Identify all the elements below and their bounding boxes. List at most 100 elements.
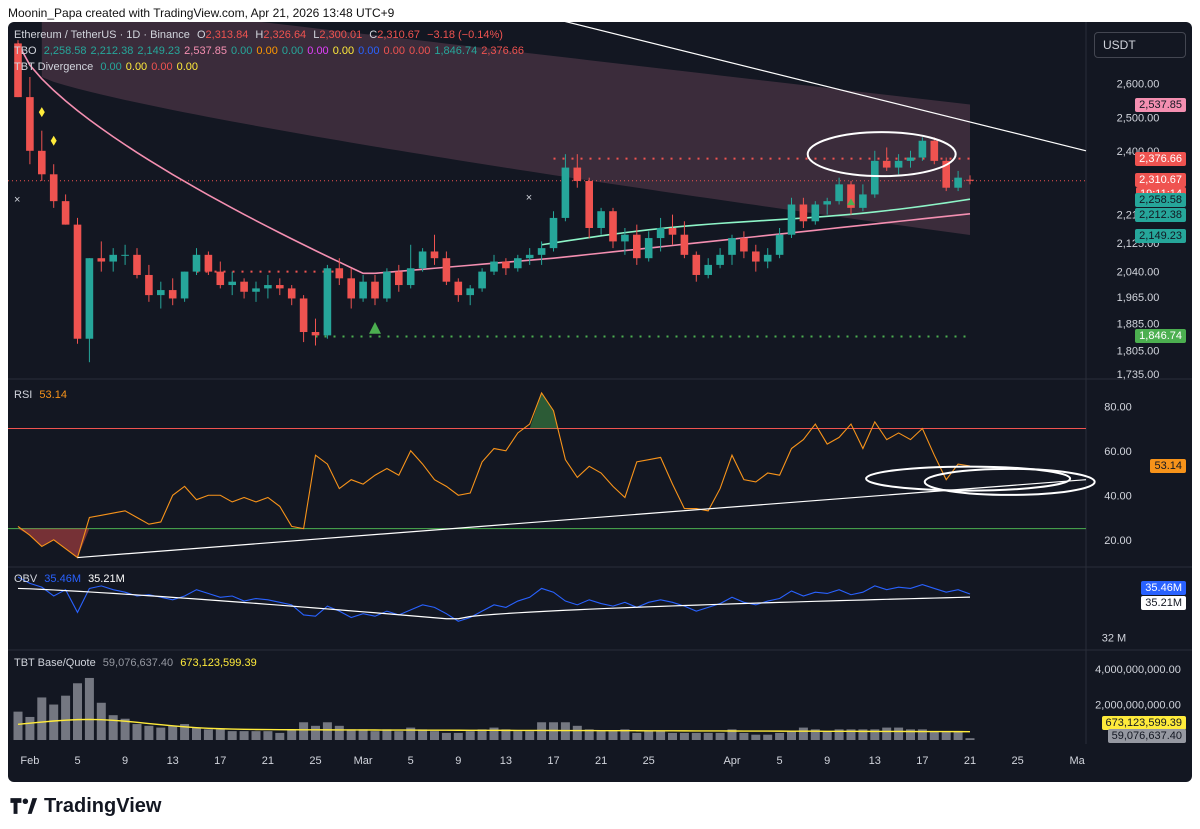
buy-signal-triangle: [847, 198, 855, 206]
candle-body: [514, 258, 522, 269]
time-axis-tick: 9: [824, 755, 830, 767]
candle-body: [454, 281, 463, 296]
time-axis-tick: 21: [262, 755, 274, 767]
volume-bar: [763, 734, 773, 740]
diamond-marker: [38, 107, 45, 118]
candle-body: [406, 268, 415, 286]
volume-ma-line: [17, 718, 971, 733]
volume-bar: [168, 725, 178, 740]
rsi-highlight-ellipse: [865, 465, 1072, 492]
candle-body: [180, 271, 189, 299]
volume-bar: [870, 729, 880, 740]
candle-body: [597, 211, 605, 228]
diamond-marker: [50, 135, 57, 146]
legend-ohlc-row: Ethereum / TetherUS · 1D · Binance O 2,31…: [14, 28, 507, 42]
price-axis-tick: 1,735.00: [1117, 369, 1160, 381]
legend-tbo-label[interactable]: TBO: [14, 45, 37, 57]
vol-legend-label[interactable]: TBT Base/Quote: [14, 657, 96, 669]
candle-body: [728, 238, 736, 255]
obv-value-tag: 35.46M: [1141, 581, 1186, 596]
obv-legend: OBV 35.46M 35.21M: [14, 572, 129, 586]
rsi-legend-value: 53.14: [39, 389, 67, 401]
rsi-legend-label[interactable]: RSI: [14, 389, 33, 401]
candle-body: [442, 258, 451, 282]
legend-c: 2,310.67: [377, 29, 421, 41]
candle-body: [656, 227, 665, 239]
volume-bar: [644, 731, 654, 740]
volume-ma-value-tag: 673,123,599.39: [1101, 716, 1186, 731]
legend-change: −3.18 (−0.14%): [427, 29, 503, 41]
chart-panel[interactable]: ××2,600.002,500.002,400.002,210.002,125.…: [8, 22, 1192, 782]
volume-bar: [287, 729, 297, 740]
legend-tbo-value: 0.00: [383, 45, 405, 57]
candle-body: [525, 254, 534, 259]
price-axis-tick: 2,500.00: [1117, 112, 1160, 124]
volume-bar: [715, 732, 725, 740]
volume-bar: [703, 732, 713, 740]
time-axis-tick: Ma: [1069, 755, 1085, 767]
volume-bar: [739, 732, 749, 740]
candle-body: [49, 174, 58, 202]
candle-body: [954, 177, 962, 188]
volume-bar: [322, 722, 332, 740]
legend-tbtdiv-label[interactable]: TBT Divergence: [14, 61, 94, 73]
legend-tbo-value: 0.00: [408, 45, 431, 57]
volume-bar: [239, 731, 249, 740]
volume-bar: [953, 731, 963, 740]
candle-body: [228, 281, 236, 286]
time-axis-tick: 5: [74, 755, 80, 767]
volume-bar: [251, 731, 261, 740]
legend-o-label: O: [196, 29, 206, 41]
candle-body: [633, 234, 641, 259]
candle-body: [704, 264, 712, 275]
currency-selector[interactable]: USDT: [1094, 32, 1186, 58]
rsi-trendline: [77, 479, 1087, 559]
volume-bar: [620, 729, 630, 740]
candle-body: [930, 140, 939, 161]
time-axis-tick: 25: [643, 755, 655, 767]
rsi-axis-tick: 20.00: [1104, 535, 1132, 547]
buy-signal-triangle: [369, 321, 381, 334]
time-axis-tick: 17: [916, 755, 928, 767]
chart-svg[interactable]: ××2,600.002,500.002,400.002,210.002,125.…: [8, 22, 1192, 782]
price-tag-band-bottom: 2,149.23: [1135, 228, 1186, 243]
time-axis-tick: Feb: [20, 755, 39, 767]
legend-symbol[interactable]: Ethereum / TetherUS · 1D · Binance: [14, 29, 190, 41]
candle-body: [752, 251, 760, 262]
candle-body: [787, 204, 796, 235]
vol-legend: TBT Base/Quote 59,076,637.40 673,123,599…: [14, 656, 261, 670]
candle-body: [906, 157, 915, 161]
rsi-line: [17, 391, 971, 559]
volume-bar: [453, 732, 463, 740]
price-tag-last: 2,310.67: [1135, 172, 1186, 187]
volume-bar: [394, 731, 404, 740]
header-attribution: Moonin_Papa created with TradingView.com…: [8, 6, 395, 20]
candle-body: [644, 238, 653, 259]
volume-bar: [215, 729, 225, 740]
candle-body: [133, 254, 141, 275]
legend-tbo-values: 2,258.58 2,212.38 2,149.23 2,537.85 0.00 0.00…: [44, 45, 528, 57]
candle-body: [835, 184, 843, 202]
volume-bar: [430, 731, 439, 740]
volume-bar: [775, 732, 785, 740]
candle-body: [859, 194, 867, 208]
volume-bar: [96, 702, 106, 740]
legend-tbo-value: 0.00: [231, 45, 253, 57]
candle-body: [740, 238, 748, 252]
candle-body: [347, 278, 355, 299]
obv-legend-label[interactable]: OBV: [14, 573, 38, 585]
candle-body: [168, 290, 177, 299]
candle-body: [430, 251, 439, 259]
legend-tbtdiv-value: 0.00: [125, 61, 148, 73]
legend-l-label: L: [313, 29, 320, 41]
volume-bar: [501, 729, 511, 740]
volume-bar: [49, 704, 59, 740]
volume-bar: [834, 729, 844, 740]
candle-body: [359, 281, 367, 299]
volume-bar: [334, 725, 344, 740]
volume-bar: [441, 732, 451, 740]
candle-body: [38, 150, 46, 175]
resistance-trendline: [564, 22, 1087, 152]
volume-bar: [144, 725, 154, 740]
legend-tbo-value: 1,846.74: [434, 45, 478, 57]
